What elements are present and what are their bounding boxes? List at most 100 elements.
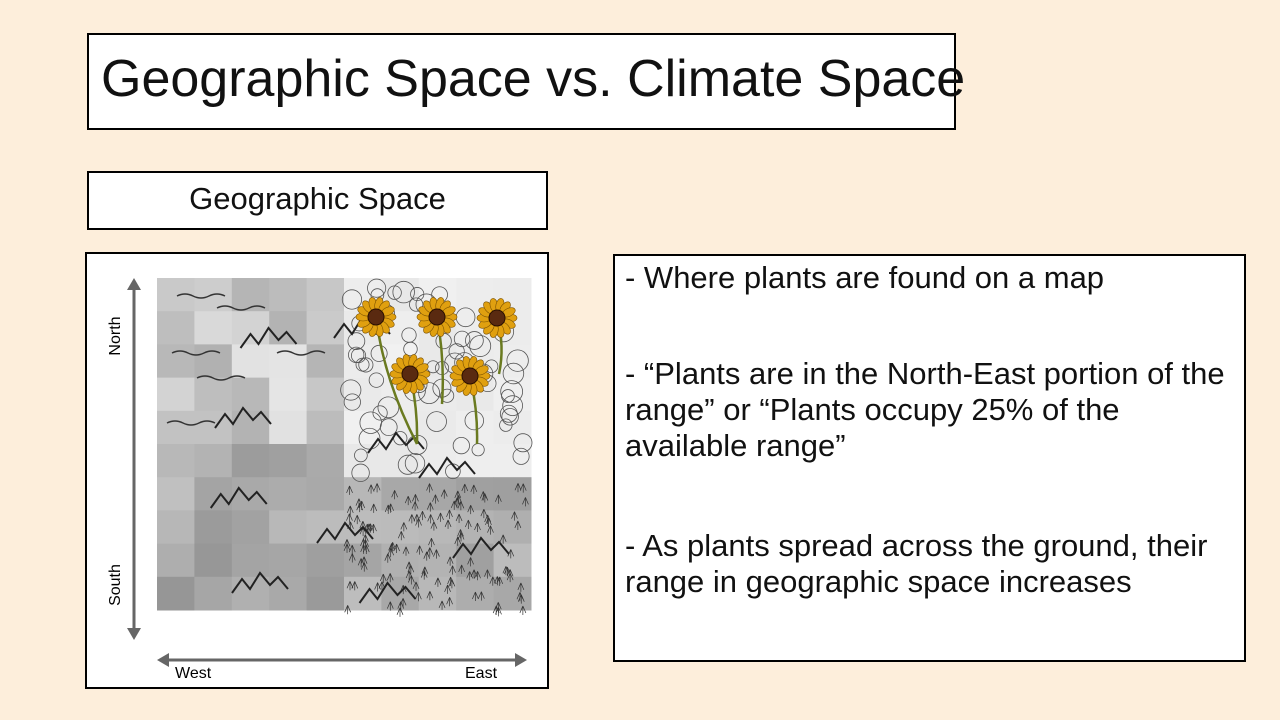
bush-mark — [418, 382, 441, 405]
tree-mark — [478, 591, 485, 601]
terrain-tile — [344, 477, 382, 511]
tree-mark — [517, 594, 525, 604]
wave-mark — [176, 293, 226, 299]
mountain-mark — [209, 486, 268, 509]
tree-mark — [346, 505, 354, 515]
terrain-tile — [418, 510, 457, 545]
terrain-tile — [269, 278, 308, 312]
terrain-tile — [306, 543, 345, 578]
bush-mark — [502, 395, 523, 417]
bush-mark — [512, 447, 530, 465]
tree-mark — [419, 510, 426, 521]
map-figure: North South West East — [85, 252, 549, 689]
tree-mark — [386, 601, 394, 611]
mountain-mark — [316, 521, 374, 544]
bush-mark — [343, 393, 361, 411]
mountain-mark — [418, 456, 476, 479]
terrain-tile — [269, 410, 308, 445]
flower-center — [401, 365, 419, 383]
tree-mark — [351, 581, 359, 591]
tree-mark — [396, 607, 404, 617]
terrain-tile — [456, 477, 495, 511]
bush-mark — [513, 433, 533, 453]
tree-mark — [446, 597, 453, 607]
tree-mark — [446, 556, 454, 566]
bush-mark — [401, 327, 417, 343]
tree-mark — [386, 573, 394, 583]
flower-group — [355, 297, 518, 445]
mountain-mark — [452, 536, 510, 559]
wave-mark — [196, 375, 246, 381]
tree-mark — [346, 485, 353, 495]
tree-mark — [454, 536, 462, 546]
mountain-mark — [214, 406, 272, 429]
flower-center — [488, 309, 506, 327]
bush-mark — [506, 349, 529, 372]
forest-texture — [343, 483, 529, 617]
terrain-tile — [157, 576, 195, 611]
bush-mark — [347, 332, 366, 350]
wave-mark — [276, 350, 326, 356]
terrain-tile — [194, 344, 233, 379]
tree-mark — [391, 490, 398, 500]
bush-mark — [372, 405, 388, 421]
terrain-tile — [493, 444, 532, 478]
terrain-tile — [306, 477, 345, 511]
tree-mark — [423, 551, 431, 561]
tree-mark — [467, 504, 475, 515]
terrain-tile — [306, 311, 345, 345]
tree-mark — [457, 532, 465, 542]
terrain-tile — [231, 377, 270, 412]
bush-mark — [341, 289, 363, 310]
tree-mark — [470, 569, 478, 579]
bullet-2: - “Plants are in the North-East portion … — [625, 356, 1225, 463]
tree-mark — [373, 483, 381, 493]
tree-mark — [472, 591, 479, 602]
tree-mark — [514, 520, 522, 530]
tree-mark — [411, 501, 419, 511]
tree-mark — [367, 523, 374, 533]
tree-mark — [502, 566, 510, 576]
bush-mark — [358, 357, 374, 373]
terrain-tile — [157, 377, 195, 412]
tree-mark — [416, 545, 423, 555]
geographic-map-illustration — [127, 278, 533, 667]
description-box: - Where plants are found on a map - “Pla… — [613, 254, 1246, 662]
terrain-tile — [157, 543, 195, 578]
terrain-tile — [194, 510, 233, 545]
flower-center — [428, 308, 446, 326]
mountain-mark — [239, 326, 298, 349]
terrain-tile — [344, 543, 382, 578]
terrain-tile — [456, 510, 495, 545]
tree-mark — [402, 546, 410, 556]
bush-mark — [404, 453, 426, 474]
mountain-mark — [231, 571, 289, 594]
bush-mark — [348, 346, 365, 363]
tree-mark — [400, 522, 408, 532]
tree-mark — [426, 483, 433, 493]
tree-mark — [522, 497, 529, 507]
tree-mark — [353, 514, 361, 525]
tree-mark — [517, 582, 525, 592]
tree-mark — [489, 576, 497, 586]
terrain-tile — [418, 477, 457, 511]
terrain-tile — [231, 311, 270, 345]
terrain-tile — [231, 444, 270, 478]
terrain-tile — [157, 477, 195, 511]
tree-mark — [387, 503, 394, 513]
tree-mark — [474, 571, 481, 581]
tree-mark — [481, 493, 489, 503]
tree-mark — [404, 495, 412, 506]
tree-mark — [480, 508, 488, 519]
bush-mark — [397, 454, 418, 475]
tree-mark — [426, 502, 434, 512]
tree-mark — [344, 605, 351, 615]
tree-mark — [407, 565, 415, 575]
terrain-tile — [194, 444, 233, 478]
terrain-tile — [157, 510, 195, 545]
bush-mark — [499, 418, 513, 432]
axis-label-south: South — [107, 564, 124, 606]
bush-mark — [354, 448, 368, 463]
terrain-tile — [381, 510, 420, 545]
tree-mark — [427, 514, 435, 524]
